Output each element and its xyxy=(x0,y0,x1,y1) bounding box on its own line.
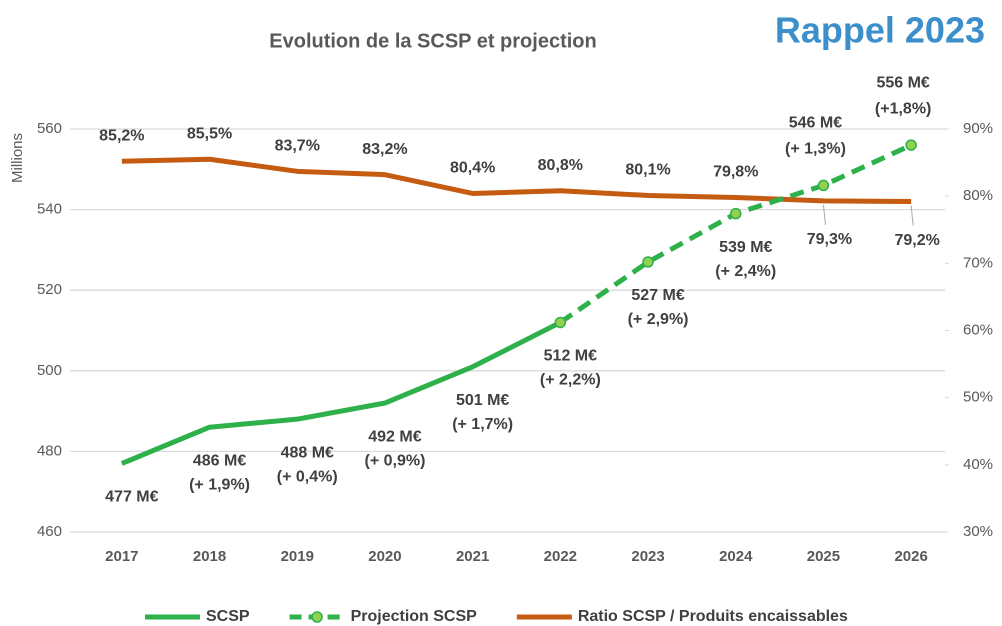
growth-label: (+1,8%) xyxy=(875,100,931,117)
data-label: 80,8% xyxy=(538,157,583,174)
y-tick-label: 460 xyxy=(37,523,62,540)
data-label: 83,7% xyxy=(275,138,320,155)
data-label: 492 M€ xyxy=(368,428,421,445)
y2-tick-label: 80% xyxy=(963,187,993,204)
leader-line xyxy=(822,204,826,225)
data-label: 556 M€ xyxy=(876,74,929,91)
leader-line xyxy=(910,205,914,226)
x-tick-label: 2021 xyxy=(456,548,489,565)
data-label: 488 M€ xyxy=(281,444,334,461)
x-tick-label: 2023 xyxy=(631,548,664,565)
growth-label: (+ 2,9%) xyxy=(628,311,689,328)
data-label: 539 M€ xyxy=(719,239,772,256)
legend-label: Projection SCSP xyxy=(351,608,478,625)
y-tick-label: 480 xyxy=(37,442,62,459)
growth-label: (+ 1,9%) xyxy=(189,476,250,493)
chart-title: Evolution de la SCSP et projection xyxy=(269,30,596,52)
x-tick-label: 2024 xyxy=(719,548,753,565)
data-label: 527 M€ xyxy=(631,287,684,304)
y-tick-label: 520 xyxy=(37,281,62,298)
annotation: Rappel 2023 xyxy=(775,10,985,51)
x-tick-label: 2026 xyxy=(894,548,927,565)
series-marker xyxy=(905,139,917,151)
legend-label: Ratio SCSP / Produits encaissables xyxy=(578,608,848,625)
series-line xyxy=(120,320,562,466)
growth-label: (+ 0,4%) xyxy=(277,468,338,485)
y2-tick-label: 30% xyxy=(963,523,993,540)
data-label: 85,5% xyxy=(187,125,232,142)
data-label: 501 M€ xyxy=(456,392,509,409)
series-marker xyxy=(554,316,567,329)
data-label: 83,2% xyxy=(362,141,407,158)
x-tick-label: 2019 xyxy=(281,548,314,565)
data-label: 85,2% xyxy=(99,127,144,144)
x-tick-label: 2020 xyxy=(368,548,401,565)
y-axis-label: Millions xyxy=(9,133,26,183)
growth-label: (+ 1,3%) xyxy=(785,141,846,158)
x-tick-label: 2025 xyxy=(807,548,840,565)
data-label: 512 M€ xyxy=(544,348,597,365)
growth-label: (+ 1,7%) xyxy=(452,416,513,433)
legend-marker xyxy=(311,611,323,623)
series-marker xyxy=(817,179,830,192)
growth-label: (+ 2,4%) xyxy=(715,263,776,280)
legend-label: SCSP xyxy=(206,608,250,625)
data-label: 486 M€ xyxy=(193,452,246,469)
y2-tick-label: 90% xyxy=(963,120,993,137)
growth-label: (+ 2,2%) xyxy=(540,372,601,389)
y2-tick-label: 50% xyxy=(963,389,993,406)
data-label: 79,8% xyxy=(713,164,758,181)
growth-label: (+ 0,9%) xyxy=(364,452,425,469)
data-label: 477 M€ xyxy=(105,489,158,506)
x-tick-label: 2022 xyxy=(544,548,577,565)
data-label: 80,1% xyxy=(625,162,670,179)
series-marker xyxy=(730,207,742,220)
series-marker xyxy=(642,256,654,268)
x-tick-label: 2018 xyxy=(193,548,226,565)
data-label: 79,3% xyxy=(807,231,852,248)
data-label: 546 M€ xyxy=(789,115,842,132)
data-label: 79,2% xyxy=(894,232,939,249)
data-label: 80,4% xyxy=(450,160,495,177)
x-tick-label: 2017 xyxy=(105,548,138,565)
y-tick-label: 500 xyxy=(37,362,62,379)
y-tick-label: 560 xyxy=(37,120,62,137)
y2-tick-label: 60% xyxy=(963,321,993,338)
y2-tick-label: 70% xyxy=(963,254,993,271)
y2-tick-label: 40% xyxy=(963,456,993,473)
y-tick-label: 540 xyxy=(37,201,62,218)
